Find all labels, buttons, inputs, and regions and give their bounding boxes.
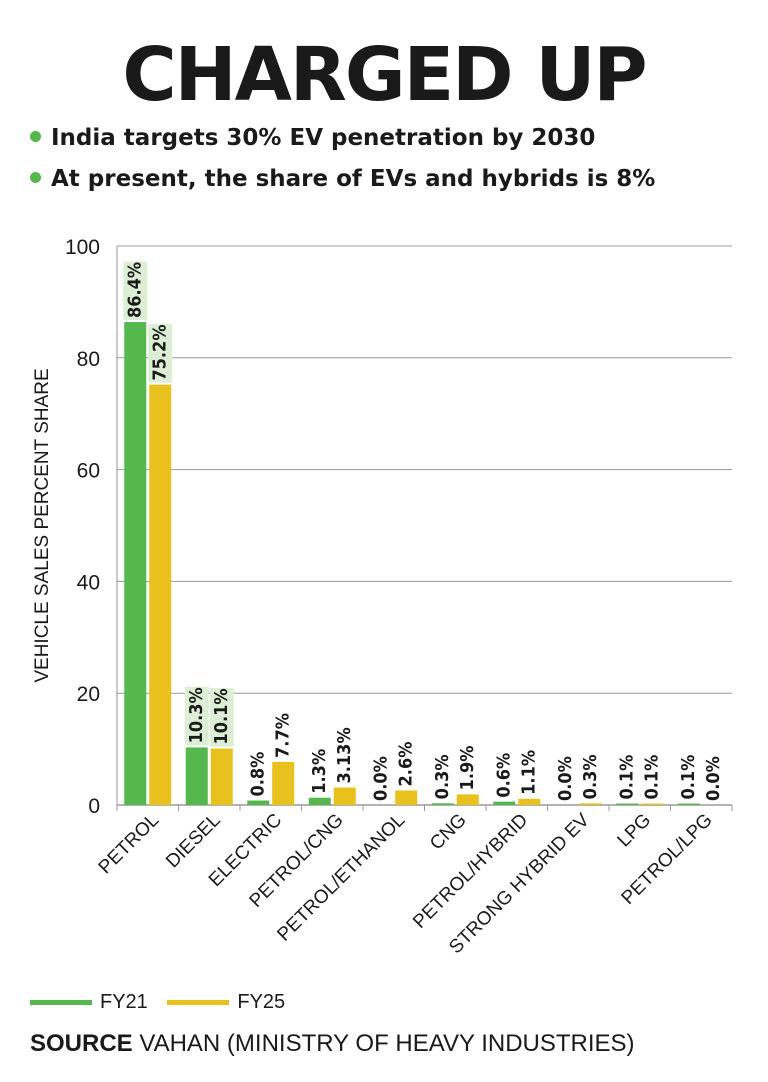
value-label: 1.1% bbox=[518, 750, 539, 795]
value-label-bg bbox=[148, 324, 173, 383]
value-label-bg bbox=[123, 261, 148, 321]
bar-fy21 bbox=[124, 322, 147, 805]
category-label: PETROL/HYBRID bbox=[409, 810, 532, 933]
bar-fy25 bbox=[579, 803, 602, 805]
legend-swatch-fy25 bbox=[167, 1000, 230, 1005]
bar-fy21 bbox=[616, 803, 639, 805]
value-label: 0.1% bbox=[641, 755, 662, 800]
value-label: 7.7% bbox=[272, 713, 293, 758]
value-label-bg bbox=[184, 686, 209, 746]
value-label: 0.3% bbox=[432, 754, 453, 799]
legend: FY21 FY25 bbox=[30, 988, 299, 1014]
y-axis-label: VEHICLE SALES PERCENT SHARE bbox=[32, 368, 53, 682]
value-label: 1.9% bbox=[457, 745, 478, 790]
legend-item-fy25: FY25 bbox=[167, 991, 285, 1014]
source-label: SOURCE bbox=[30, 1030, 133, 1057]
bar-fy21 bbox=[431, 803, 454, 805]
bar-fy21 bbox=[308, 797, 331, 805]
legend-label-fy25: FY25 bbox=[237, 991, 286, 1013]
bar-fy25 bbox=[518, 798, 541, 805]
y-tick-label: 100 bbox=[65, 236, 100, 259]
y-tick-label: 0 bbox=[88, 795, 100, 818]
bullet-1: India targets 30% EV penetration by 2030 bbox=[30, 125, 595, 151]
bullet-dot-icon bbox=[30, 172, 41, 183]
value-label: 0.0% bbox=[555, 756, 576, 801]
value-label: 0.1% bbox=[616, 755, 637, 800]
source-line: SOURCE VAHAN (MINISTRY OF HEAVY INDUSTRI… bbox=[30, 1030, 635, 1058]
value-label: 0.0% bbox=[703, 756, 724, 801]
bar-fy21 bbox=[247, 800, 270, 805]
y-tick-label: 20 bbox=[77, 683, 100, 706]
value-label: 0.3% bbox=[580, 754, 601, 799]
value-label: 1.3% bbox=[309, 749, 330, 794]
bar-fy25 bbox=[272, 761, 295, 805]
value-label: 10.3% bbox=[186, 687, 207, 743]
value-label: 0.1% bbox=[678, 755, 699, 800]
value-label: 86.4% bbox=[124, 262, 145, 318]
y-tick-label: 60 bbox=[77, 460, 100, 483]
legend-item-fy21: FY21 bbox=[30, 991, 148, 1014]
value-label-bg bbox=[209, 688, 234, 747]
value-label: 0.6% bbox=[493, 753, 514, 798]
category-label: DIESEL bbox=[162, 810, 225, 873]
bar-fy25 bbox=[395, 790, 418, 805]
bullet-1-text: India targets 30% EV penetration by 2030 bbox=[51, 125, 596, 151]
bullet-2: At present, the share of EVs and hybrids… bbox=[30, 166, 655, 192]
value-label: 10.1% bbox=[211, 688, 232, 744]
category-label: LPG bbox=[614, 810, 656, 852]
category-label: PETROL bbox=[95, 810, 164, 879]
source-text: VAHAN (MINISTRY OF HEAVY INDUSTRIES) bbox=[139, 1030, 635, 1057]
value-label: 0.0% bbox=[370, 756, 391, 801]
legend-label-fy21: FY21 bbox=[100, 991, 148, 1013]
bar-fy25 bbox=[210, 748, 233, 805]
bar-chart: 0 20 40 60 80 100 VEHICLE SALES PERCENT SHARE 8… bbox=[32, 236, 733, 958]
bar-fy25 bbox=[641, 803, 664, 805]
value-label: 75.2% bbox=[149, 324, 170, 380]
value-label: 2.6% bbox=[395, 742, 416, 787]
bar-fy21 bbox=[185, 747, 208, 805]
bar-fy21 bbox=[493, 801, 516, 805]
bullet-2-text: At present, the share of EVs and hybrids… bbox=[51, 166, 656, 192]
value-label: 3.13% bbox=[334, 727, 355, 783]
bar-fy25 bbox=[456, 794, 479, 805]
chart-title: CHARGED UP bbox=[122, 32, 647, 118]
category-label: CNG bbox=[426, 810, 471, 855]
bar-fy25 bbox=[333, 787, 356, 805]
y-tick-label: 40 bbox=[77, 571, 100, 594]
bar-fy25 bbox=[149, 384, 172, 805]
legend-swatch-fy21 bbox=[30, 1000, 92, 1005]
y-tick-label: 80 bbox=[77, 348, 100, 371]
bar-fy21 bbox=[677, 803, 700, 805]
value-label: 0.8% bbox=[247, 752, 268, 797]
bullet-dot-icon bbox=[30, 131, 41, 142]
